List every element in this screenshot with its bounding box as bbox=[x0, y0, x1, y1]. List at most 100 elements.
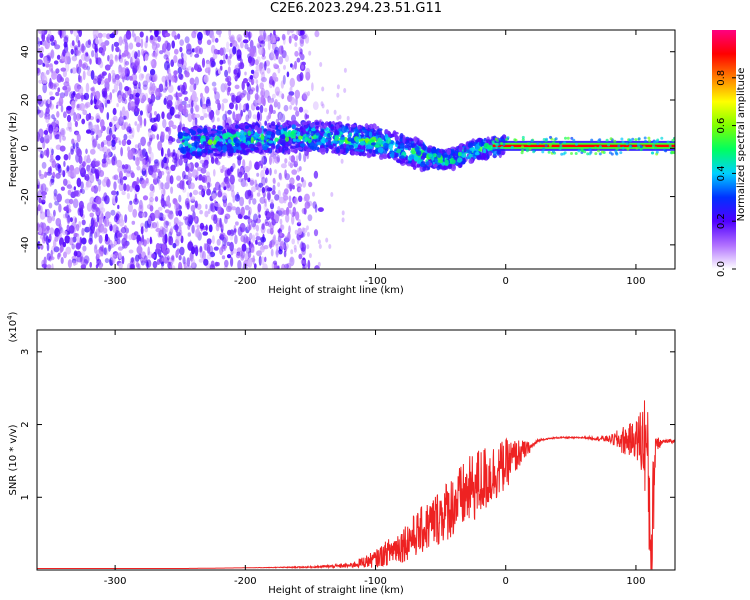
spectrogram-cell bbox=[186, 151, 191, 159]
spectrogram-cell bbox=[525, 149, 529, 153]
spectrogram-cell bbox=[226, 117, 232, 124]
spectrogram-cell bbox=[229, 182, 235, 192]
spectrogram-cell bbox=[163, 97, 167, 106]
spectrogram-cell bbox=[328, 121, 332, 126]
spectrogram-cell bbox=[70, 148, 74, 155]
spectrogram-cell bbox=[206, 96, 211, 105]
spectrogram-cell bbox=[271, 218, 276, 226]
spectrogram-cell bbox=[45, 187, 49, 192]
spectrogram-cell bbox=[82, 62, 88, 71]
snr-y-multiplier: (x104) bbox=[6, 311, 19, 342]
spectrogram-cell bbox=[191, 67, 194, 73]
spectrogram-cell bbox=[214, 181, 221, 191]
spectrogram-cell bbox=[272, 154, 275, 164]
spectrogram-cell bbox=[140, 136, 147, 147]
spectrogram-cell bbox=[304, 35, 310, 44]
spectrogram-cell bbox=[98, 261, 103, 269]
spectrogram-cell bbox=[227, 66, 231, 74]
spectrogram-cell bbox=[216, 161, 221, 166]
spectrogram-cell bbox=[293, 244, 297, 250]
spectrogram-cell bbox=[269, 211, 275, 220]
spectrogram-cell bbox=[121, 67, 126, 73]
spectrogram-cell bbox=[117, 94, 122, 104]
spectrogram-cell bbox=[134, 121, 138, 126]
spectrogram-cell bbox=[54, 200, 60, 206]
spectrogram-cell bbox=[38, 99, 44, 107]
spectrogram-cell bbox=[302, 265, 306, 269]
spectrogram-cell bbox=[223, 185, 227, 191]
spectrogram-cell bbox=[549, 135, 552, 139]
spectrogram-cell bbox=[81, 118, 86, 125]
spectrogram-cell bbox=[199, 222, 205, 230]
spectrogram-cell bbox=[270, 121, 276, 126]
spectrogram-cell bbox=[116, 190, 119, 196]
spectrogram-cell bbox=[290, 145, 297, 149]
spectrogram-cell bbox=[58, 225, 62, 235]
spectrogram-cell bbox=[73, 190, 79, 197]
spectrogram-cell bbox=[277, 265, 280, 269]
spectrogram-cell bbox=[178, 220, 182, 228]
spectrogram-cell bbox=[279, 175, 283, 181]
spectrogram-cell bbox=[461, 153, 467, 158]
spectrogram-cell bbox=[133, 33, 137, 42]
colorbar-label: Normalized spectral amplitude bbox=[736, 68, 747, 222]
spectrogram-cell bbox=[154, 196, 159, 202]
spectrogram-cell bbox=[139, 110, 143, 116]
spectrogram-cell bbox=[217, 130, 223, 134]
spectrogram-cell bbox=[191, 142, 196, 147]
spectrogram-cell bbox=[273, 262, 278, 269]
spectrogram-cell bbox=[282, 74, 286, 85]
spectrogram-cell bbox=[261, 187, 266, 194]
spectrogram-cell bbox=[179, 46, 183, 53]
spectrogram-cell bbox=[210, 202, 215, 212]
spectrogram-cell bbox=[250, 219, 257, 228]
spectrogram-cell bbox=[187, 113, 193, 123]
spectrogram-cell bbox=[126, 126, 132, 133]
spectrogram-cell bbox=[338, 114, 342, 120]
spectrogram-cell bbox=[574, 152, 578, 155]
spectrogram-cell bbox=[249, 232, 253, 240]
spectrogram-cell bbox=[63, 178, 68, 186]
spectrogram-cell bbox=[137, 142, 142, 151]
spectrogram-cell bbox=[146, 237, 150, 245]
spectrogram-cell bbox=[117, 119, 120, 125]
spectrogram-cell bbox=[76, 66, 82, 75]
spectrogram-cell bbox=[169, 175, 174, 185]
spectrogram-cell bbox=[236, 34, 243, 42]
spectrogram-cell bbox=[269, 167, 272, 176]
spectrogram-cell bbox=[206, 188, 212, 196]
spectrogram-cell bbox=[135, 57, 140, 67]
spectrogram-cell bbox=[157, 206, 163, 211]
spectrogram-cell bbox=[206, 105, 212, 113]
spectrogram-cell bbox=[298, 135, 303, 140]
spectrogram-cell bbox=[206, 253, 212, 260]
spectrogram-cell bbox=[250, 69, 255, 74]
spectrogram-cell bbox=[86, 129, 92, 134]
spectrogram-cell bbox=[431, 147, 437, 154]
spectrogram-cell bbox=[260, 87, 266, 98]
spectrogram-cell bbox=[130, 55, 136, 64]
spectrogram-cell bbox=[248, 224, 251, 231]
spectrogram-cell bbox=[194, 113, 201, 118]
spectrogram-cell bbox=[548, 144, 552, 148]
spectrogram-cell bbox=[219, 59, 224, 65]
spectrogram-cell bbox=[594, 146, 597, 150]
spectrogram-cell bbox=[305, 131, 310, 135]
spectrogram-cell bbox=[317, 207, 324, 213]
spectrogram-cell bbox=[114, 252, 121, 258]
spectrogram-cell bbox=[277, 182, 281, 188]
spectrogram-cell bbox=[103, 151, 107, 160]
spectrogram-cell bbox=[177, 67, 183, 74]
spectrogram-cell bbox=[219, 247, 224, 256]
spectrogram-cell bbox=[151, 52, 158, 58]
spectrogram-cell bbox=[358, 149, 362, 153]
spectrogram-cell bbox=[212, 124, 216, 130]
spectrogram-cell bbox=[264, 210, 268, 216]
spectrogram-cell bbox=[99, 60, 104, 69]
spectrogram-cell bbox=[89, 212, 94, 218]
spectrogram-cell bbox=[294, 34, 298, 41]
spectrogram-cell bbox=[308, 50, 312, 56]
colorbar-tick-label: 0.4 bbox=[716, 165, 727, 181]
spectrogram-cell bbox=[346, 115, 350, 121]
